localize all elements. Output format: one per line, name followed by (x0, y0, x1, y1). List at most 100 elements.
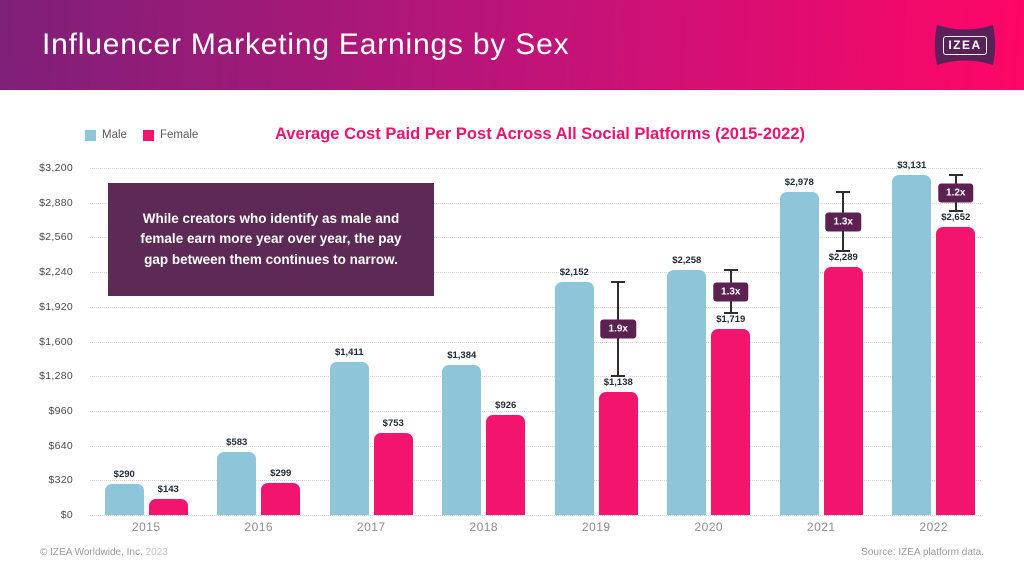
gridline (90, 306, 981, 308)
bar-group-2018: $1,384 $926 2018 (428, 168, 541, 534)
y-axis-label: $1,600 (39, 335, 73, 348)
y-axis-label: $1,280 (39, 370, 73, 383)
male-bar-2020 (667, 270, 707, 515)
izea-logo-text: IZEA (943, 35, 987, 55)
male-bar-value-2020: $2,258 (672, 255, 702, 266)
gridline (90, 341, 981, 343)
gridline (90, 272, 981, 274)
pay-gap-cap-2021 (836, 191, 851, 193)
copyright-main: © IZEA Worldwide, Inc. (40, 547, 143, 558)
pay-gap-cap-2020 (723, 269, 738, 271)
male-bar-value-2016: $583 (226, 437, 248, 448)
bar-group-2016: $583 $299 2016 (203, 168, 316, 534)
pay-gap-cap-2021 (836, 250, 851, 252)
y-axis-label: $2,560 (39, 231, 73, 244)
male-bar-2019 (554, 282, 594, 515)
female-bar-value-2016: $299 (270, 468, 292, 479)
bar-group-2020: $2,258 $1,719 2020 1.3x (653, 168, 766, 534)
female-bar-2020 (711, 329, 751, 515)
izea-logo-text-wrap: IZEA (934, 17, 996, 73)
chart-title: Average Cost Paid Per Post Across All So… (274, 125, 806, 143)
gridline (90, 202, 981, 204)
header: Influencer Marketing Earnings by Sex IZE… (0, 0, 1024, 90)
legend-swatch-male (85, 129, 96, 141)
x-axis-label-2020: 2020 (694, 520, 724, 534)
female-bar-2018 (486, 415, 526, 515)
y-axis-label: $320 (48, 474, 73, 487)
page-title: Influencer Marketing Earnings by Sex (42, 28, 570, 61)
male-bar-2022 (892, 175, 932, 515)
y-axis-label: $640 (48, 439, 73, 452)
y-axis: $0 $320 $640 $960 $1,280 $1,600 $1,920 $2,240 $2… (0, 162, 85, 521)
bar-group-2022: $3,131 $2,652 2022 1.2x (878, 160, 991, 534)
pay-gap-cap-2019 (611, 281, 626, 283)
female-bar-value-2020: $1,719 (716, 314, 746, 325)
bar-group-2017: $1,411 $753 2017 (315, 168, 428, 534)
male-bar-value-2019: $2,152 (559, 267, 589, 278)
male-bar-value-2022: $3,131 (897, 160, 927, 171)
gridline (90, 480, 981, 482)
male-bar-value-2021: $2,978 (784, 177, 814, 188)
x-axis-label-2016: 2016 (244, 520, 274, 534)
x-axis-label-2021: 2021 (806, 520, 836, 534)
legend-label-male: Male (102, 129, 127, 141)
legend-label-female: Female (159, 129, 199, 141)
bar-group-2019: $2,152 $1,138 2019 1.9x (540, 168, 653, 534)
copyright-text: © IZEA Worldwide, Inc. 2023 (40, 547, 168, 558)
legend-item-male: Male (85, 129, 127, 141)
female-bar-2022 (936, 227, 976, 515)
male-bar-value-2015: $290 (113, 469, 135, 480)
plot-area: $290 $143 2015 $583 $299 2016 $1,411 $753 2017 $1… (90, 160, 991, 534)
male-bar-value-2018: $1,384 (447, 350, 477, 361)
pay-gap-cap-2019 (611, 375, 626, 377)
copyright-year: 2023 (145, 547, 168, 558)
female-bar-2021 (823, 267, 863, 515)
female-bar-2019 (598, 392, 638, 515)
male-bar-2018 (442, 365, 482, 515)
gridline (90, 237, 981, 239)
pay-gap-badge-2020: 1.3x (713, 282, 749, 301)
y-axis-label: $960 (48, 404, 73, 417)
gridline (90, 376, 981, 378)
female-bar-value-2017: $753 (382, 418, 404, 429)
pay-gap-cap-2022 (948, 210, 963, 212)
y-axis-label: $2,880 (39, 196, 73, 209)
female-bar-2016 (261, 483, 301, 515)
male-bar-2016 (217, 452, 257, 515)
gridline (90, 515, 981, 516)
x-axis-label-2018: 2018 (469, 520, 499, 534)
x-axis-label-2017: 2017 (356, 520, 386, 534)
female-bar-value-2021: $2,289 (828, 252, 858, 263)
bar-group-2021: $2,978 $2,289 2021 1.3x (765, 168, 878, 534)
pay-gap-cap-2020 (723, 312, 738, 314)
male-bar-2017 (329, 362, 369, 515)
y-axis-label: $3,200 (39, 162, 73, 174)
y-axis-label: $1,920 (39, 300, 73, 313)
male-bar-value-2017: $1,411 (334, 347, 364, 358)
gridline (90, 168, 981, 169)
bar-chart: $0 $320 $640 $960 $1,280 $1,600 $1,920 $2,240 $2… (0, 160, 1024, 534)
pay-gap-badge-2019: 1.9x (600, 319, 636, 339)
female-bar-value-2018: $926 (495, 400, 517, 411)
gridline (90, 410, 981, 412)
pay-gap-badge-2022: 1.2x (938, 183, 974, 203)
chart-legend: Male Female (85, 129, 198, 141)
annotation-box: While creators who identify as male and … (108, 183, 434, 296)
male-bar-2015 (104, 484, 144, 515)
x-axis-label-2015: 2015 (131, 520, 161, 534)
male-bar-2021 (779, 192, 819, 515)
legend-item-female: Female (142, 129, 199, 141)
female-bar-value-2022: $2,652 (941, 212, 971, 223)
female-bar-2017 (373, 433, 413, 515)
y-axis-label: $2,240 (39, 266, 73, 279)
female-bar-value-2015: $143 (157, 484, 179, 495)
gridline (90, 445, 981, 447)
x-axis-label-2022: 2022 (919, 520, 949, 534)
female-bar-2015 (148, 499, 188, 515)
y-axis-label: $0 (60, 509, 73, 521)
izea-logo: IZEA (934, 17, 996, 73)
pay-gap-cap-2022 (948, 174, 963, 176)
source-text: Source: IZEA platform data. (861, 547, 984, 558)
bar-group-2015: $290 $143 2015 (90, 168, 203, 534)
